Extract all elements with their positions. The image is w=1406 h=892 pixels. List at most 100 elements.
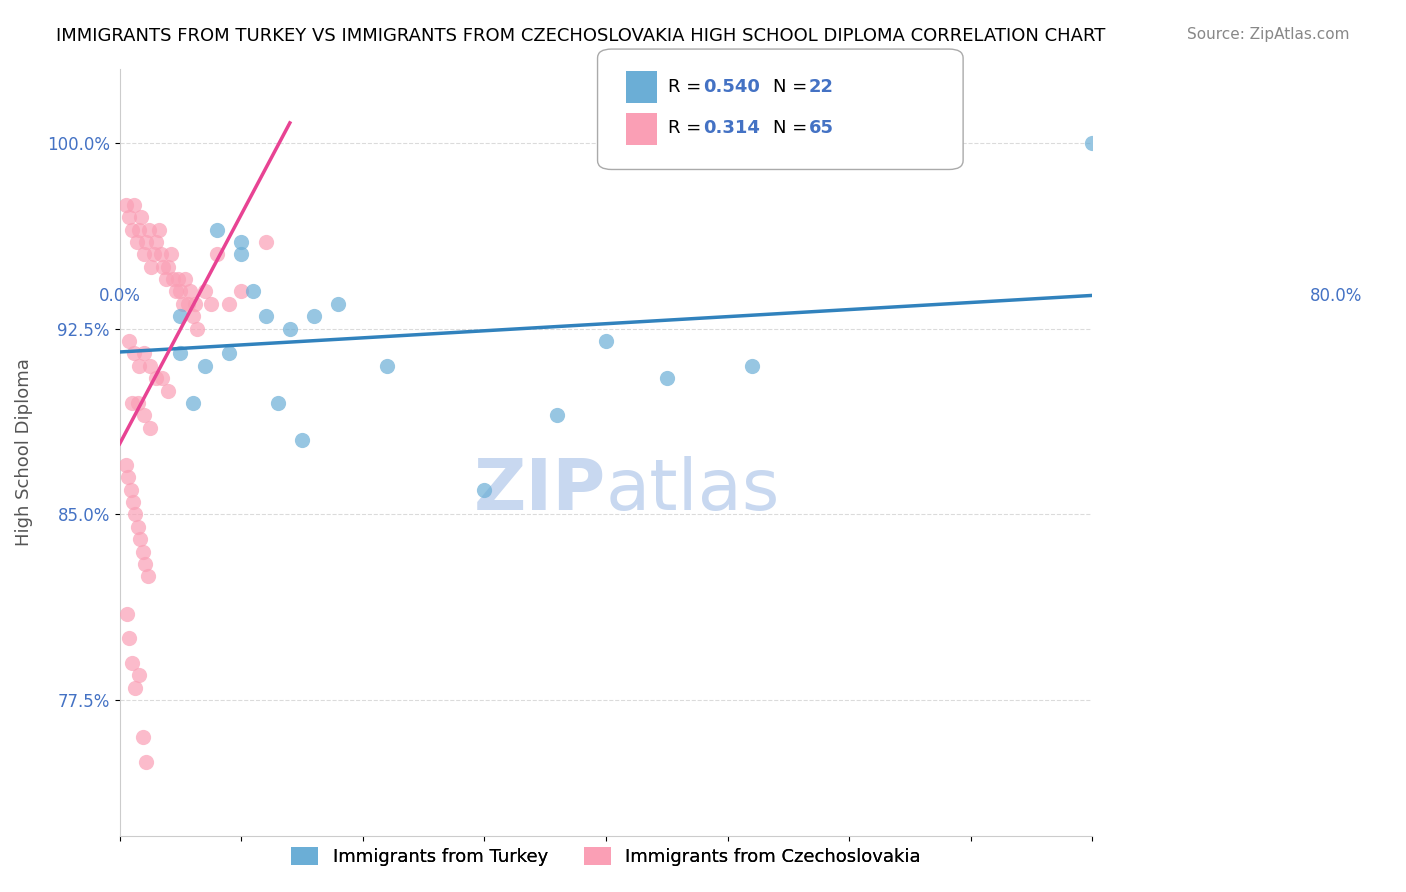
Point	[267, 396, 290, 410]
Point	[122, 346, 145, 360]
Point	[200, 297, 222, 311]
Point	[181, 310, 204, 324]
Point	[172, 297, 194, 311]
Point	[177, 297, 200, 311]
Point	[131, 210, 153, 224]
Point	[134, 557, 156, 571]
Point	[132, 409, 155, 423]
Text: 0.540: 0.540	[703, 78, 759, 95]
Point	[121, 396, 143, 410]
Point	[375, 359, 398, 373]
Point	[157, 384, 180, 398]
Point	[145, 235, 167, 249]
Point	[132, 346, 155, 360]
Point	[218, 297, 240, 311]
Point	[291, 433, 314, 447]
Point	[169, 285, 191, 299]
Point	[741, 359, 763, 373]
Point	[132, 247, 155, 261]
Text: 0.0%: 0.0%	[98, 287, 141, 305]
Point	[194, 359, 217, 373]
Point	[218, 346, 240, 360]
Point	[124, 681, 146, 695]
Text: IMMIGRANTS FROM TURKEY VS IMMIGRANTS FROM CZECHOSLOVAKIA HIGH SCHOOL DIPLOMA COR: IMMIGRANTS FROM TURKEY VS IMMIGRANTS FRO…	[56, 27, 1105, 45]
Point	[655, 371, 678, 385]
Point	[184, 297, 207, 311]
Point	[148, 222, 170, 236]
Point	[474, 483, 496, 497]
Point	[124, 508, 146, 522]
Point	[169, 310, 191, 324]
Text: N =: N =	[773, 120, 813, 137]
Point	[242, 285, 264, 299]
Point	[595, 334, 617, 348]
Text: 22: 22	[808, 78, 834, 95]
Point	[205, 222, 228, 236]
Point	[254, 310, 277, 324]
Legend: Immigrants from Turkey, Immigrants from Czechoslovakia: Immigrants from Turkey, Immigrants from …	[284, 839, 928, 873]
Text: atlas: atlas	[606, 457, 780, 525]
Point	[121, 656, 143, 670]
Point	[328, 297, 350, 311]
Point	[120, 483, 142, 497]
Point	[159, 247, 181, 261]
Text: Source: ZipAtlas.com: Source: ZipAtlas.com	[1187, 27, 1350, 42]
Point	[231, 235, 253, 249]
Point	[118, 334, 141, 348]
Point	[546, 409, 568, 423]
Point	[181, 396, 204, 410]
Point	[254, 235, 277, 249]
Point	[145, 371, 167, 385]
Point	[186, 321, 208, 335]
Point	[139, 359, 162, 373]
Point	[114, 458, 136, 472]
Text: ZIP: ZIP	[474, 457, 606, 525]
Point	[194, 285, 217, 299]
Text: N =: N =	[773, 78, 813, 95]
Point	[1081, 136, 1104, 150]
Text: 65: 65	[808, 120, 834, 137]
Point	[128, 668, 150, 682]
Point	[132, 544, 155, 558]
Point	[302, 310, 325, 324]
Point	[141, 260, 163, 274]
Point	[169, 346, 191, 360]
Point	[139, 421, 162, 435]
Point	[136, 569, 159, 583]
Point	[118, 210, 141, 224]
Point	[231, 285, 253, 299]
Point	[152, 260, 174, 274]
Point	[142, 247, 165, 261]
Point	[128, 222, 150, 236]
Point	[157, 260, 180, 274]
Point	[127, 396, 149, 410]
Point	[135, 755, 157, 769]
Point	[128, 359, 150, 373]
Point	[135, 235, 157, 249]
Point	[122, 495, 145, 509]
Point	[118, 632, 141, 646]
Point	[122, 198, 145, 212]
Point	[165, 285, 187, 299]
Point	[129, 532, 152, 546]
Y-axis label: High School Diploma: High School Diploma	[15, 359, 32, 547]
Point	[132, 731, 155, 745]
Point	[179, 285, 201, 299]
Point	[121, 222, 143, 236]
Text: 0.314: 0.314	[703, 120, 759, 137]
Point	[205, 247, 228, 261]
Point	[278, 321, 301, 335]
Point	[114, 198, 136, 212]
Point	[127, 520, 149, 534]
Text: 80.0%: 80.0%	[1309, 287, 1362, 305]
Text: R =: R =	[668, 120, 707, 137]
Point	[117, 470, 139, 484]
Point	[150, 371, 173, 385]
Text: R =: R =	[668, 78, 707, 95]
Point	[138, 222, 160, 236]
Point	[125, 235, 148, 249]
Point	[174, 272, 197, 286]
Point	[167, 272, 190, 286]
Point	[231, 247, 253, 261]
Point	[115, 607, 138, 621]
